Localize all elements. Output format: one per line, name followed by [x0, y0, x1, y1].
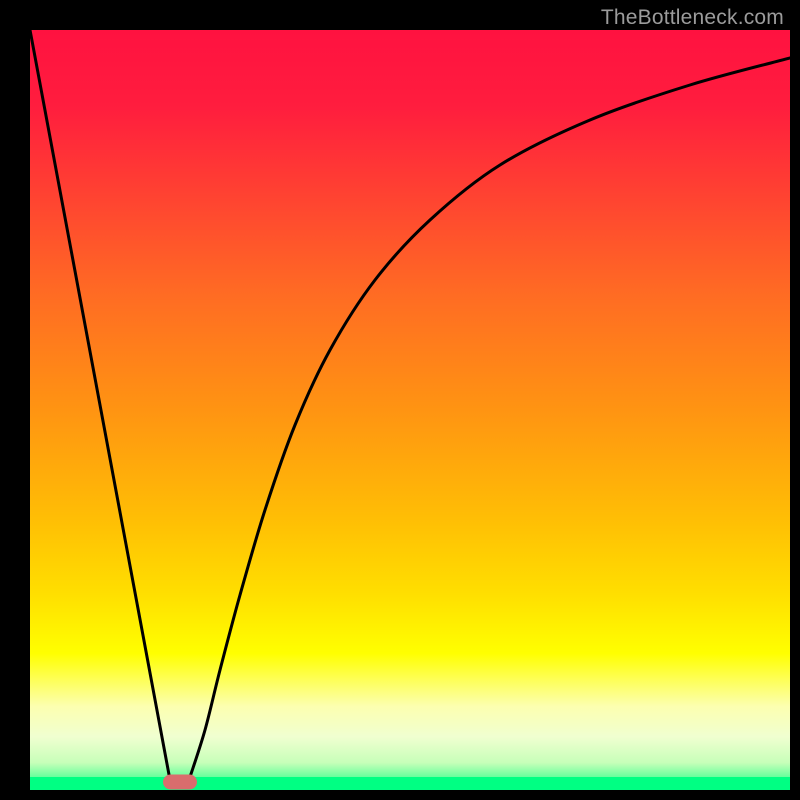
watermark-text: TheBottleneck.com	[601, 6, 784, 30]
curve-right-line	[190, 58, 790, 777]
curve-layer	[30, 30, 790, 790]
plot-area	[30, 30, 790, 790]
curve-left-line	[30, 30, 170, 780]
curve-minimum-marker	[163, 775, 197, 790]
